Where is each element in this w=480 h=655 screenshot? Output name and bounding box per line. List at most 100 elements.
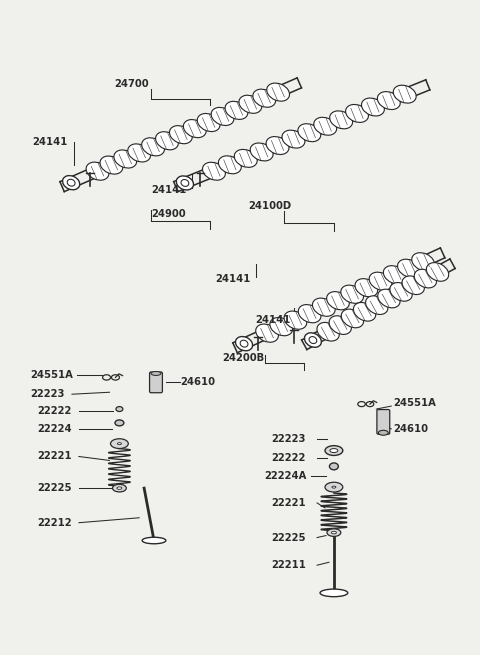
Ellipse shape xyxy=(67,179,75,186)
Ellipse shape xyxy=(329,316,351,335)
Ellipse shape xyxy=(128,144,151,162)
Ellipse shape xyxy=(304,333,321,347)
Ellipse shape xyxy=(402,276,424,295)
Ellipse shape xyxy=(298,124,321,141)
Text: 22212: 22212 xyxy=(37,517,72,528)
Ellipse shape xyxy=(234,149,257,167)
Ellipse shape xyxy=(181,179,189,187)
Ellipse shape xyxy=(62,176,80,190)
Ellipse shape xyxy=(156,132,179,150)
Ellipse shape xyxy=(110,439,128,449)
Ellipse shape xyxy=(100,156,123,174)
Ellipse shape xyxy=(312,298,335,316)
Text: 24700: 24700 xyxy=(114,79,149,89)
Ellipse shape xyxy=(329,463,338,470)
Ellipse shape xyxy=(353,303,376,321)
Ellipse shape xyxy=(116,407,123,411)
Ellipse shape xyxy=(169,126,192,143)
Ellipse shape xyxy=(390,282,412,301)
Text: 24200B: 24200B xyxy=(222,352,264,363)
Ellipse shape xyxy=(317,322,339,341)
Text: 22221: 22221 xyxy=(37,451,72,462)
Ellipse shape xyxy=(183,120,206,138)
Ellipse shape xyxy=(218,156,241,174)
Ellipse shape xyxy=(284,311,307,329)
Ellipse shape xyxy=(414,269,436,288)
Ellipse shape xyxy=(270,318,293,336)
Text: 24141: 24141 xyxy=(216,274,251,284)
Ellipse shape xyxy=(118,443,121,445)
Text: 22222: 22222 xyxy=(272,453,306,464)
Ellipse shape xyxy=(114,150,137,168)
Ellipse shape xyxy=(197,113,220,132)
Ellipse shape xyxy=(377,92,400,109)
Ellipse shape xyxy=(325,445,343,455)
Text: 24610: 24610 xyxy=(180,377,216,387)
Ellipse shape xyxy=(240,340,248,347)
Text: 22223: 22223 xyxy=(30,389,65,399)
Ellipse shape xyxy=(325,482,343,492)
Text: 24141: 24141 xyxy=(33,137,68,147)
Text: 22222: 22222 xyxy=(37,406,72,416)
Ellipse shape xyxy=(426,263,449,281)
Ellipse shape xyxy=(330,449,338,453)
Ellipse shape xyxy=(298,305,321,323)
Text: 24551A: 24551A xyxy=(30,371,73,381)
Ellipse shape xyxy=(211,107,234,126)
Ellipse shape xyxy=(86,162,109,180)
Ellipse shape xyxy=(309,337,317,344)
Ellipse shape xyxy=(393,85,416,103)
Ellipse shape xyxy=(397,259,420,277)
Ellipse shape xyxy=(341,285,363,303)
Ellipse shape xyxy=(341,309,363,328)
Text: 24900: 24900 xyxy=(151,210,186,219)
Ellipse shape xyxy=(320,589,348,597)
Ellipse shape xyxy=(361,98,384,116)
Text: 22225: 22225 xyxy=(37,483,72,493)
Text: 22221: 22221 xyxy=(272,498,306,508)
Ellipse shape xyxy=(239,95,262,113)
Ellipse shape xyxy=(115,420,124,426)
Ellipse shape xyxy=(369,272,392,290)
Ellipse shape xyxy=(203,162,226,180)
Ellipse shape xyxy=(378,430,388,435)
Text: 24141: 24141 xyxy=(255,315,290,325)
Ellipse shape xyxy=(225,102,248,119)
Ellipse shape xyxy=(267,83,289,101)
Ellipse shape xyxy=(236,337,252,351)
Ellipse shape xyxy=(282,130,305,148)
Text: 24610: 24610 xyxy=(393,424,428,434)
Ellipse shape xyxy=(332,486,336,488)
Ellipse shape xyxy=(378,290,400,308)
Ellipse shape xyxy=(331,531,336,534)
Ellipse shape xyxy=(151,371,161,375)
Ellipse shape xyxy=(253,89,276,107)
Ellipse shape xyxy=(256,324,278,342)
Ellipse shape xyxy=(176,176,193,190)
FancyBboxPatch shape xyxy=(150,372,162,393)
Ellipse shape xyxy=(142,138,165,156)
Text: 24100D: 24100D xyxy=(248,202,291,212)
Text: 24551A: 24551A xyxy=(393,398,436,408)
Ellipse shape xyxy=(117,487,122,489)
Ellipse shape xyxy=(314,117,336,135)
Ellipse shape xyxy=(250,143,273,161)
Ellipse shape xyxy=(355,278,378,297)
Text: 22224: 22224 xyxy=(37,424,72,434)
Text: 22224A: 22224A xyxy=(264,471,307,481)
FancyBboxPatch shape xyxy=(377,409,390,434)
Ellipse shape xyxy=(327,529,341,536)
Ellipse shape xyxy=(346,104,369,122)
Ellipse shape xyxy=(142,537,166,544)
Text: 22223: 22223 xyxy=(272,434,306,443)
Ellipse shape xyxy=(366,296,388,314)
Ellipse shape xyxy=(112,484,126,492)
Ellipse shape xyxy=(326,291,349,310)
Text: 24141: 24141 xyxy=(151,185,186,195)
Text: 22225: 22225 xyxy=(272,533,306,542)
Ellipse shape xyxy=(384,266,406,284)
Ellipse shape xyxy=(330,111,353,129)
Ellipse shape xyxy=(412,253,434,271)
Ellipse shape xyxy=(266,136,289,155)
Text: 22211: 22211 xyxy=(272,560,307,571)
